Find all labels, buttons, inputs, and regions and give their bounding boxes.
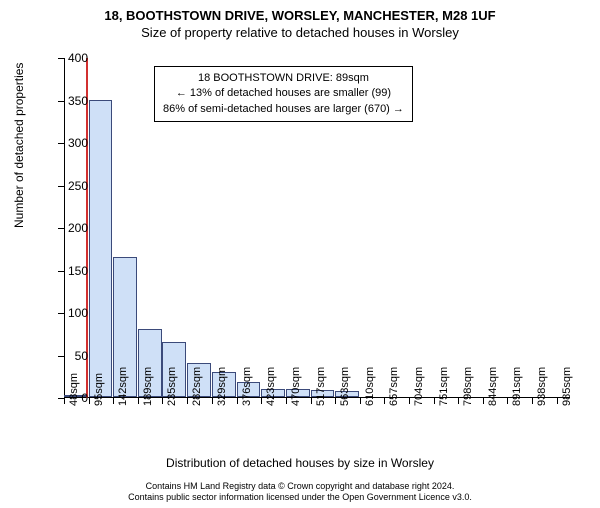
x-tick-label: 235sqm — [166, 367, 178, 406]
y-tick-label: 300 — [48, 136, 88, 150]
x-tick-label: 657sqm — [388, 367, 400, 406]
x-tick — [360, 398, 361, 404]
info-line-3: 86% of semi-detached houses are larger (… — [163, 102, 404, 117]
x-tick-label: 470sqm — [290, 367, 302, 406]
x-tick-label: 189sqm — [142, 367, 154, 406]
x-tick-label: 329sqm — [216, 367, 228, 406]
footer-line-2: Contains public sector information licen… — [0, 492, 600, 504]
x-tick — [237, 398, 238, 404]
page-title: 18, BOOTHSTOWN DRIVE, WORSLEY, MANCHESTE… — [0, 8, 600, 23]
x-tick-label: 844sqm — [487, 367, 499, 406]
x-tick — [138, 398, 139, 404]
y-tick-label: 350 — [48, 94, 88, 108]
x-tick — [384, 398, 385, 404]
x-tick — [557, 398, 558, 404]
histogram-bar — [89, 100, 113, 398]
info-line-1: 18 BOOTHSTOWN DRIVE: 89sqm — [163, 71, 404, 86]
x-axis-label: Distribution of detached houses by size … — [0, 456, 600, 470]
x-tick-label: 704sqm — [413, 367, 425, 406]
y-tick-label: 50 — [48, 349, 88, 363]
x-tick-label: 517sqm — [315, 367, 327, 406]
x-tick — [162, 398, 163, 404]
x-tick-label: 282sqm — [191, 367, 203, 406]
x-tick — [261, 398, 262, 404]
info-box: 18 BOOTHSTOWN DRIVE: 89sqm ← 13% of deta… — [154, 66, 413, 122]
x-tick-label: 610sqm — [364, 367, 376, 406]
x-tick — [311, 398, 312, 404]
x-tick-label: 142sqm — [117, 367, 129, 406]
x-tick — [483, 398, 484, 404]
x-tick-label: 751sqm — [438, 367, 450, 406]
x-tick — [286, 398, 287, 404]
x-tick — [113, 398, 114, 404]
x-tick-label: 891sqm — [511, 367, 523, 406]
x-tick-label: 563sqm — [339, 367, 351, 406]
x-tick — [532, 398, 533, 404]
y-tick-label: 200 — [48, 221, 88, 235]
footer: Contains HM Land Registry data © Crown c… — [0, 481, 600, 504]
x-tick — [434, 398, 435, 404]
x-tick-label: 95sqm — [93, 373, 105, 406]
y-axis-label: Number of detached properties — [12, 63, 26, 228]
page-subtitle: Size of property relative to detached ho… — [0, 25, 600, 40]
y-tick-label: 250 — [48, 179, 88, 193]
x-tick-label: 376sqm — [241, 367, 253, 406]
chart-area: 18 BOOTHSTOWN DRIVE: 89sqm ← 13% of deta… — [64, 58, 570, 398]
y-tick-label: 400 — [48, 51, 88, 65]
x-tick — [458, 398, 459, 404]
x-tick — [335, 398, 336, 404]
x-tick-label: 798sqm — [462, 367, 474, 406]
x-tick-label: 938sqm — [536, 367, 548, 406]
y-tick-label: 150 — [48, 264, 88, 278]
x-tick-label: 48sqm — [68, 373, 80, 406]
x-tick-label: 423sqm — [265, 367, 277, 406]
footer-line-1: Contains HM Land Registry data © Crown c… — [0, 481, 600, 493]
x-tick — [409, 398, 410, 404]
info-line-2: ← 13% of detached houses are smaller (99… — [163, 86, 404, 101]
y-tick-label: 100 — [48, 306, 88, 320]
x-tick — [187, 398, 188, 404]
x-tick-label: 985sqm — [561, 367, 573, 406]
x-tick — [212, 398, 213, 404]
x-tick — [89, 398, 90, 404]
x-tick — [507, 398, 508, 404]
